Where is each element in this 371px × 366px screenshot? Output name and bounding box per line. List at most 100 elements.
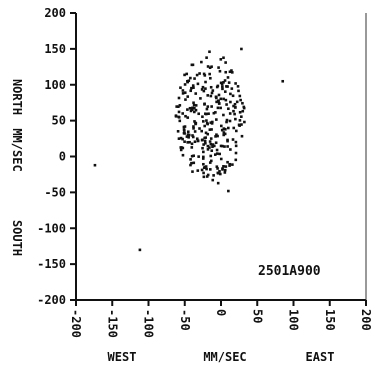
data-point bbox=[205, 167, 208, 171]
data-point bbox=[215, 133, 218, 136]
data-point bbox=[214, 111, 217, 114]
data-point bbox=[177, 105, 180, 108]
data-point bbox=[209, 121, 213, 124]
data-point bbox=[195, 73, 199, 77]
data-point bbox=[215, 165, 219, 168]
data-point bbox=[234, 144, 238, 148]
data-point bbox=[206, 144, 210, 148]
data-point bbox=[218, 69, 222, 73]
data-point bbox=[228, 164, 231, 167]
data-point bbox=[193, 110, 196, 114]
data-point bbox=[226, 76, 230, 79]
data-point bbox=[221, 85, 224, 88]
data-point bbox=[221, 87, 224, 91]
data-point bbox=[222, 81, 225, 84]
data-point bbox=[192, 125, 195, 128]
data-point bbox=[202, 166, 206, 170]
data-point bbox=[209, 154, 213, 158]
data-point bbox=[226, 85, 229, 88]
data-point bbox=[228, 119, 232, 123]
data-point bbox=[194, 92, 198, 95]
data-point bbox=[220, 82, 224, 86]
y-tick-label: 200 bbox=[44, 6, 66, 20]
data-point bbox=[225, 118, 229, 122]
data-point bbox=[191, 134, 194, 137]
data-point bbox=[194, 108, 198, 112]
data-point bbox=[206, 65, 210, 68]
data-point bbox=[196, 139, 200, 142]
data-point bbox=[211, 89, 215, 92]
data-point bbox=[191, 106, 194, 110]
data-point bbox=[206, 105, 210, 108]
data-point bbox=[197, 112, 200, 116]
data-point bbox=[192, 161, 196, 165]
y-tick-label: 50 bbox=[52, 114, 66, 128]
data-point bbox=[184, 98, 187, 101]
data-point bbox=[234, 82, 237, 85]
x-tick-label: 100 bbox=[287, 309, 301, 331]
data-point bbox=[178, 119, 182, 123]
data-point bbox=[238, 119, 242, 122]
data-point bbox=[196, 82, 200, 86]
y-tick-label: 0 bbox=[59, 150, 66, 164]
data-point bbox=[204, 80, 207, 84]
x-tick-label: -100 bbox=[142, 309, 156, 338]
data-point bbox=[181, 92, 185, 95]
data-point bbox=[194, 104, 198, 107]
data-point bbox=[197, 155, 200, 158]
data-point bbox=[185, 135, 189, 138]
data-point bbox=[228, 162, 232, 166]
data-point bbox=[205, 175, 209, 178]
data-point bbox=[231, 94, 235, 98]
data-point bbox=[219, 124, 223, 128]
y-tick-label: -200 bbox=[37, 293, 66, 307]
data-point bbox=[187, 79, 191, 83]
data-point bbox=[179, 136, 183, 140]
data-point bbox=[232, 104, 235, 108]
data-point bbox=[211, 143, 215, 146]
data-point bbox=[217, 66, 220, 69]
data-point bbox=[203, 124, 206, 128]
data-point bbox=[210, 91, 214, 95]
y-tick-label: -50 bbox=[44, 185, 66, 199]
data-point bbox=[182, 131, 186, 135]
data-point bbox=[204, 112, 208, 116]
data-point bbox=[201, 115, 204, 119]
x-tick-label: -150 bbox=[105, 309, 119, 338]
data-point bbox=[231, 138, 235, 141]
plot-frame-group bbox=[75, 13, 367, 301]
data-point bbox=[209, 85, 213, 89]
data-point bbox=[183, 125, 187, 128]
data-point bbox=[186, 108, 189, 111]
data-point bbox=[241, 101, 244, 105]
data-point bbox=[179, 148, 183, 152]
x-tick-label: 200 bbox=[359, 309, 371, 331]
data-point bbox=[190, 86, 193, 90]
data-point bbox=[210, 105, 213, 108]
data-point bbox=[190, 63, 194, 67]
data-point bbox=[221, 144, 224, 148]
y-tick-label: 150 bbox=[44, 42, 66, 56]
data-point bbox=[238, 94, 242, 98]
data-point bbox=[181, 89, 185, 92]
data-point bbox=[216, 134, 219, 138]
data-point bbox=[219, 144, 223, 148]
data-point bbox=[218, 102, 221, 105]
data-point bbox=[219, 172, 222, 176]
data-point bbox=[235, 129, 238, 133]
data-point bbox=[223, 168, 227, 172]
data-point bbox=[229, 100, 232, 104]
ticks-group: 200 150 100 50 0 -50 -100 -150 -200-200 -150 -100 -… bbox=[37, 6, 371, 338]
data-point bbox=[223, 79, 227, 82]
data-point bbox=[217, 99, 220, 103]
data-point bbox=[210, 65, 213, 68]
data-point bbox=[209, 137, 213, 140]
data-point bbox=[183, 73, 186, 77]
data-point bbox=[203, 139, 207, 143]
data-point bbox=[222, 97, 225, 101]
data-point bbox=[208, 66, 212, 70]
data-point bbox=[222, 127, 226, 130]
data-point bbox=[190, 154, 194, 158]
data-point bbox=[235, 100, 239, 104]
data-point bbox=[211, 120, 214, 124]
